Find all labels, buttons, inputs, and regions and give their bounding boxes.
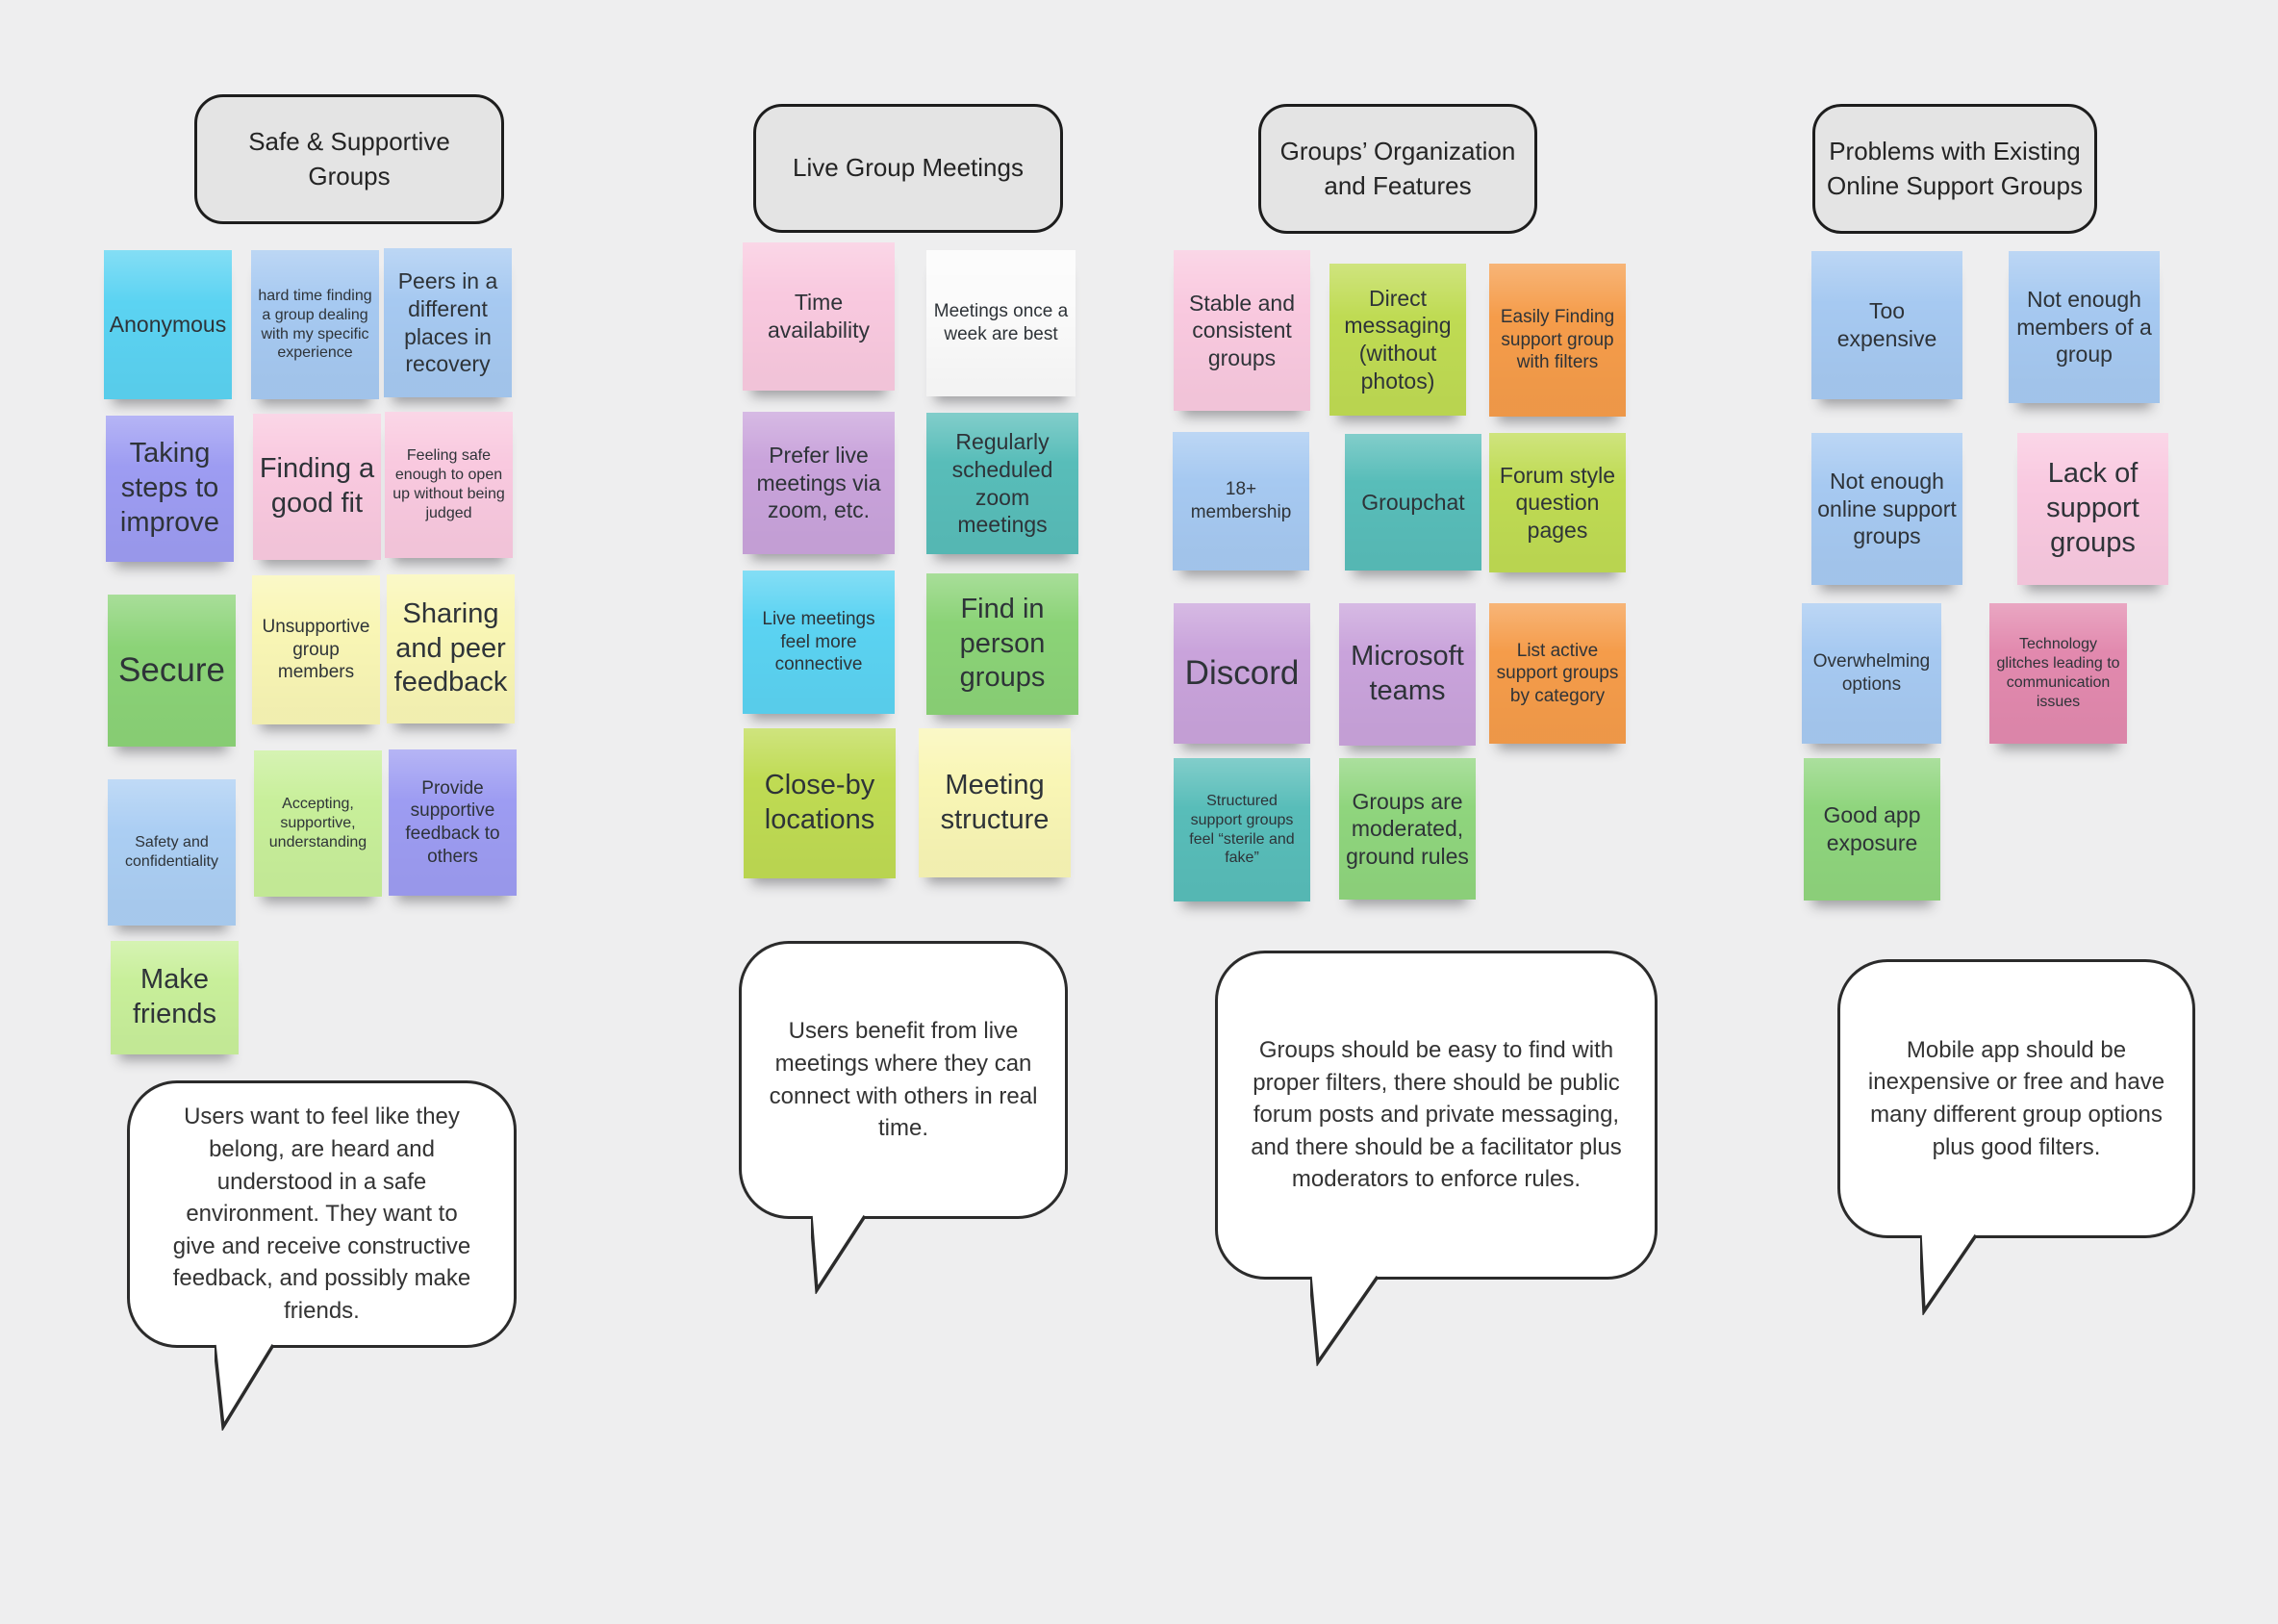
sticky-note-text: Meeting structure bbox=[940, 769, 1050, 835]
sticky-note-text: Sharing and peer feedback bbox=[393, 597, 508, 698]
sticky-note-text: Provide supportive feedback to others bbox=[405, 777, 500, 867]
sticky-note-text: Lack of support groups bbox=[2046, 458, 2139, 558]
summary-speech-bubble[interactable]: Users benefit from live meetings where t… bbox=[739, 941, 1068, 1294]
sticky-note-text: Feeling safe enough to open up without b… bbox=[392, 447, 505, 521]
sticky-note[interactable]: Good app exposure bbox=[1804, 758, 1940, 901]
sticky-note-text: Make friends bbox=[132, 964, 217, 1029]
category-header-label: Problems with Existing Online Support Gr… bbox=[1827, 137, 2083, 200]
category-header[interactable]: Groups’ Organization and Features bbox=[1258, 104, 1537, 234]
sticky-note-text: Meetings once a week are best bbox=[933, 301, 1069, 344]
sticky-note[interactable]: Structured support groups feel “sterile … bbox=[1174, 758, 1310, 901]
sticky-note[interactable]: 18+ membership bbox=[1173, 432, 1309, 571]
speech-bubble-tail bbox=[1310, 1276, 1379, 1366]
sticky-note[interactable]: Close-by locations bbox=[744, 728, 896, 878]
category-header[interactable]: Safe & Supportive Groups bbox=[194, 94, 504, 224]
sticky-note[interactable]: Lack of support groups bbox=[2017, 433, 2168, 585]
sticky-note-text: 18+ membership bbox=[1190, 479, 1292, 522]
sticky-note[interactable]: hard time finding a group dealing with m… bbox=[251, 250, 379, 399]
sticky-note-text: Not enough members of a group bbox=[2016, 287, 2152, 368]
speech-bubble-tail bbox=[811, 1215, 867, 1294]
sticky-note[interactable]: Unsupportive group members bbox=[252, 575, 380, 724]
speech-bubble-tail bbox=[215, 1344, 275, 1431]
sticky-note-text: Forum style question pages bbox=[1499, 462, 1616, 543]
sticky-note[interactable]: Meeting structure bbox=[919, 728, 1071, 877]
sticky-note-text: Find in person groups bbox=[959, 593, 1046, 694]
sticky-note[interactable]: Regularly scheduled zoom meetings bbox=[926, 413, 1078, 554]
sticky-note-text: Unsupportive group members bbox=[262, 617, 370, 683]
sticky-note[interactable]: Too expensive bbox=[1811, 251, 1962, 399]
sticky-note[interactable]: Stable and consistent groups bbox=[1174, 250, 1310, 411]
sticky-note[interactable]: Time availability bbox=[743, 242, 895, 391]
sticky-note-text: Stable and consistent groups bbox=[1189, 290, 1295, 370]
sticky-note-text: Direct messaging (without photos) bbox=[1344, 285, 1452, 393]
sticky-note-text: hard time finding a group dealing with m… bbox=[258, 287, 372, 362]
sticky-note[interactable]: Anonymous bbox=[104, 250, 232, 399]
sticky-note-text: Secure bbox=[118, 651, 225, 690]
summary-speech-bubble[interactable]: Users want to feel like they belong, are… bbox=[127, 1080, 517, 1431]
summary-text: Users benefit from live meetings where t… bbox=[769, 1018, 1038, 1142]
sticky-note-text: Good app exposure bbox=[1823, 802, 1921, 855]
sticky-note-text: Accepting, supportive, understanding bbox=[268, 796, 367, 850]
sticky-note-text: Close-by locations bbox=[764, 770, 875, 835]
sticky-note-text: Structured support groups feel “sterile … bbox=[1189, 792, 1295, 867]
sticky-note-text: Discord bbox=[1184, 654, 1300, 693]
sticky-note-text: Regularly scheduled zoom meetings bbox=[951, 429, 1053, 538]
sticky-note[interactable]: Find in person groups bbox=[926, 573, 1078, 715]
sticky-note-text: Groups are moderated, ground rules bbox=[1346, 788, 1469, 869]
sticky-note[interactable]: Peers in a different places in recovery bbox=[384, 248, 512, 397]
sticky-note[interactable]: Easily Finding support group with filter… bbox=[1489, 264, 1626, 417]
sticky-note[interactable]: Taking steps to improve bbox=[106, 416, 234, 562]
speech-bubble-tail bbox=[1920, 1234, 1978, 1315]
summary-speech-bubble[interactable]: Mobile app should be inexpensive or free… bbox=[1837, 959, 2195, 1315]
sticky-note-text: Groupchat bbox=[1361, 489, 1465, 515]
sticky-note-text: Anonymous bbox=[109, 312, 227, 338]
sticky-note[interactable]: Overwhelming options bbox=[1802, 603, 1941, 744]
summary-text: Groups should be easy to find with prope… bbox=[1251, 1037, 1622, 1193]
sticky-note-text: Technology glitches leading to communica… bbox=[1996, 636, 2120, 710]
sticky-note-text: Live meetings feel more connective bbox=[762, 609, 875, 675]
sticky-note[interactable]: Make friends bbox=[111, 941, 239, 1054]
sticky-note[interactable]: Prefer live meetings via zoom, etc. bbox=[743, 412, 895, 554]
sticky-note[interactable]: Secure bbox=[108, 595, 236, 747]
summary-speech-bubble[interactable]: Groups should be easy to find with prope… bbox=[1215, 951, 1658, 1366]
sticky-note[interactable]: Microsoft teams bbox=[1339, 603, 1476, 746]
sticky-note[interactable]: Groupchat bbox=[1345, 434, 1481, 571]
sticky-note-text: Too expensive bbox=[1836, 298, 1937, 351]
sticky-note[interactable]: Finding a good fit bbox=[253, 414, 381, 560]
sticky-note-text: Easily Finding support group with filter… bbox=[1500, 307, 1615, 373]
sticky-note[interactable]: Not enough members of a group bbox=[2009, 251, 2160, 403]
category-header-label: Live Group Meetings bbox=[793, 153, 1024, 183]
sticky-note-text: List active support groups by category bbox=[1496, 640, 1619, 706]
sticky-note[interactable]: List active support groups by category bbox=[1489, 603, 1626, 744]
sticky-note-text: Safety and confidentiality bbox=[125, 834, 218, 870]
sticky-note[interactable]: Sharing and peer feedback bbox=[387, 574, 515, 723]
sticky-note-text: Microsoft teams bbox=[1351, 641, 1464, 706]
sticky-note[interactable]: Direct messaging (without photos) bbox=[1329, 264, 1466, 416]
sticky-note[interactable]: Safety and confidentiality bbox=[108, 779, 236, 926]
sticky-note[interactable]: Not enough online support groups bbox=[1811, 433, 1962, 585]
sticky-note[interactable]: Groups are moderated, ground rules bbox=[1339, 758, 1476, 900]
sticky-note-text: Time availability bbox=[767, 290, 871, 343]
category-header[interactable]: Problems with Existing Online Support Gr… bbox=[1812, 104, 2097, 234]
sticky-note[interactable]: Technology glitches leading to communica… bbox=[1989, 603, 2127, 744]
sticky-note-text: Peers in a different places in recovery bbox=[397, 268, 498, 377]
category-header-label: Safe & Supportive Groups bbox=[248, 127, 450, 190]
summary-text: Users want to feel like they belong, are… bbox=[172, 1104, 471, 1324]
sticky-note[interactable]: Live meetings feel more connective bbox=[743, 571, 895, 714]
sticky-note[interactable]: Feeling safe enough to open up without b… bbox=[385, 412, 513, 558]
summary-text: Mobile app should be inexpensive or free… bbox=[1867, 1036, 2165, 1160]
sticky-note[interactable]: Provide supportive feedback to others bbox=[389, 749, 517, 896]
sticky-note[interactable]: Discord bbox=[1174, 603, 1310, 744]
sticky-note[interactable]: Meetings once a week are best bbox=[926, 250, 1076, 396]
sticky-note-text: Prefer live meetings via zoom, etc. bbox=[756, 443, 881, 523]
category-header[interactable]: Live Group Meetings bbox=[753, 104, 1063, 233]
sticky-note-text: Not enough online support groups bbox=[1817, 469, 1957, 549]
sticky-note-text: Taking steps to improve bbox=[119, 438, 220, 538]
sticky-note-text: Finding a good fit bbox=[259, 453, 375, 519]
sticky-note-text: Overwhelming options bbox=[1812, 651, 1931, 695]
sticky-note[interactable]: Accepting, supportive, understanding bbox=[254, 750, 382, 897]
sticky-note[interactable]: Forum style question pages bbox=[1489, 433, 1626, 572]
category-header-label: Groups’ Organization and Features bbox=[1279, 137, 1516, 200]
